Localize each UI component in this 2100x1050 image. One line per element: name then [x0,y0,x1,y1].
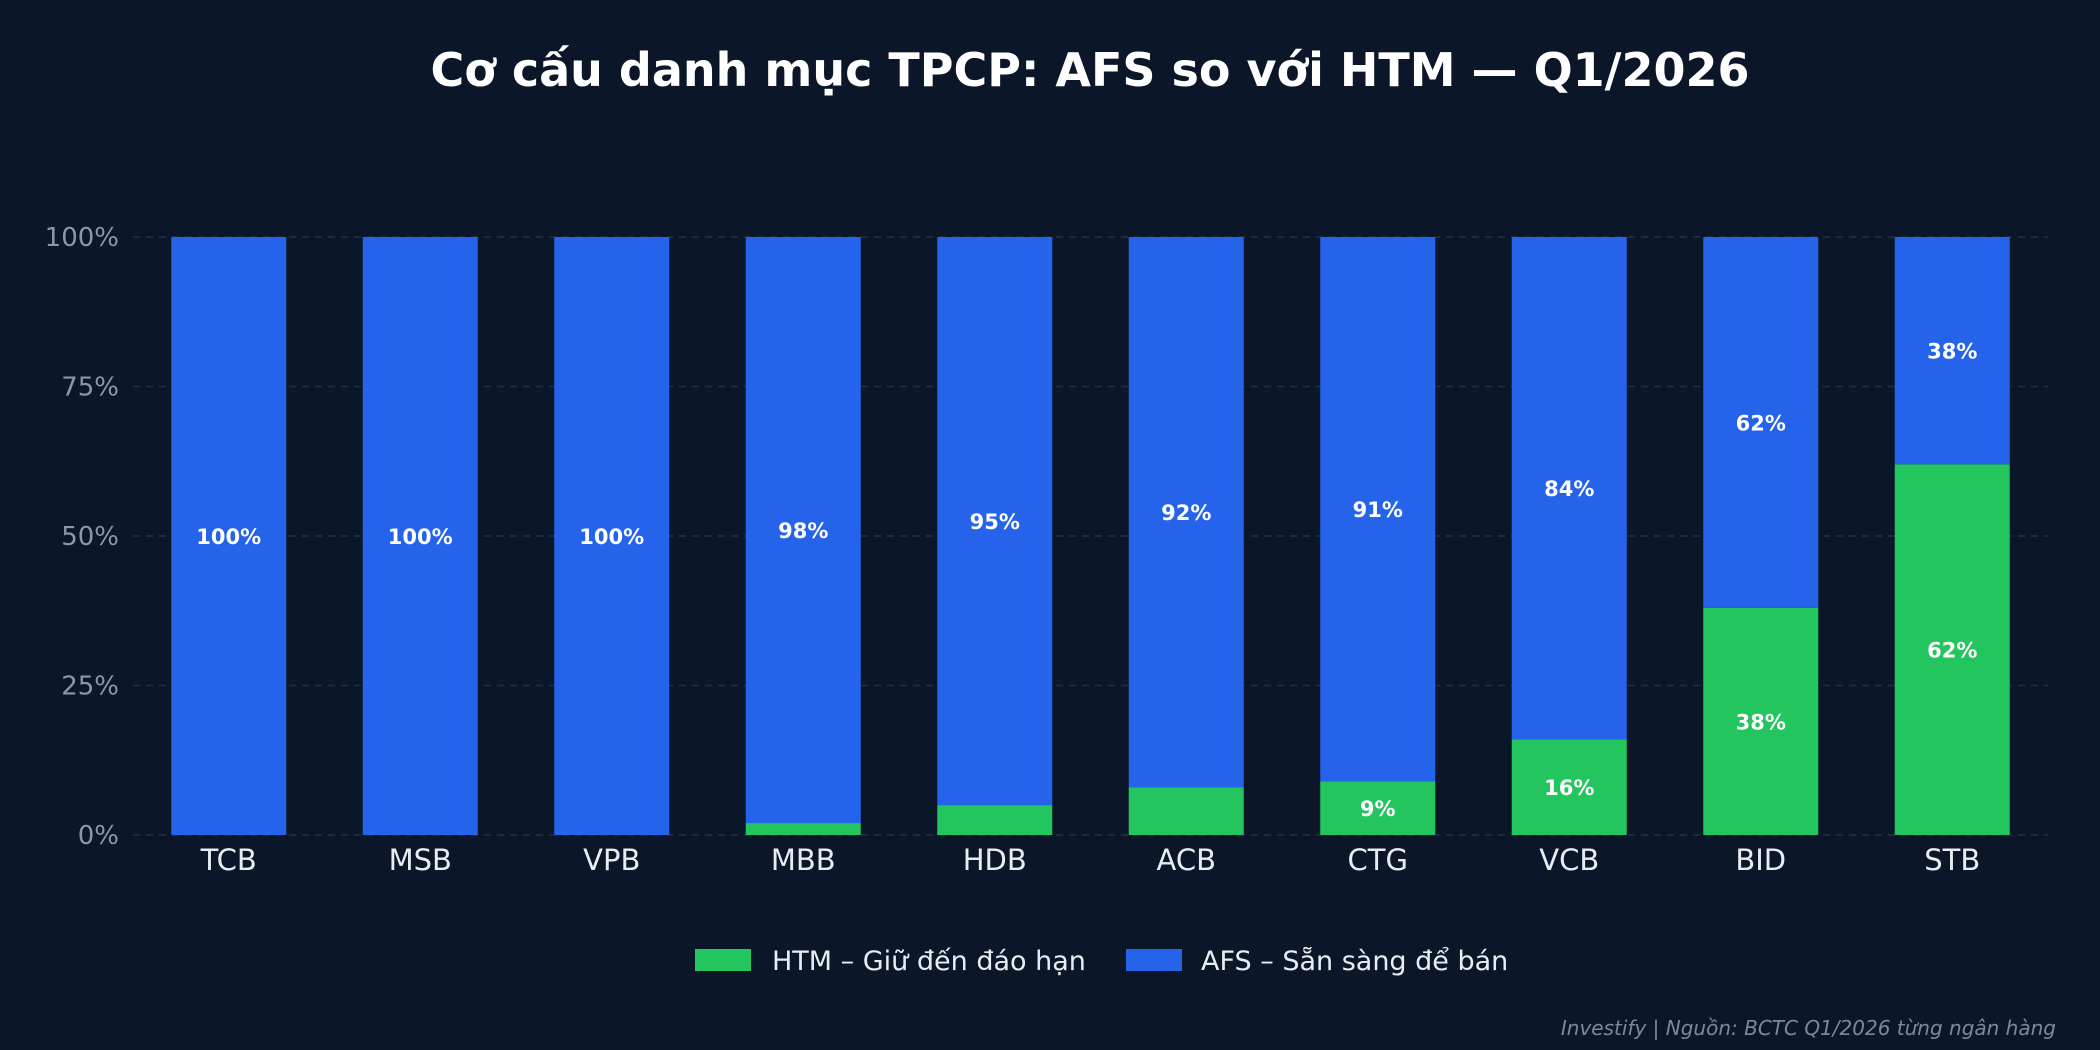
htm-bar-stb [1894,464,2010,835]
x-tick-label-stb: STB [1924,843,1980,877]
y-tick-label: 75% [61,373,119,403]
htm-bar-vcb [1511,739,1627,835]
x-tick-label-msb: MSB [389,843,452,877]
x-tick-label-mbb: MBB [771,843,836,877]
afs-bar-tcb [171,237,287,835]
htm-value-label-ctg: 9% [1360,797,1396,821]
bar-labels: 100% 100% 100% 98% 95% 92% 9% 91% 16% 84% 38% 62% 62… [196,340,1977,821]
afs-legend-label: AFS – Sẵn sàng để bán [1201,946,1508,977]
afs-value-label-mbb: 98% [778,519,828,543]
afs-value-label-ctg: 91% [1353,498,1403,522]
x-tick-label-acb: ACB [1157,843,1216,877]
htm-value-label-vcb: 16% [1544,776,1594,800]
htm-bar-ctg [1320,781,1436,835]
afs-bar-ctg [1320,237,1436,782]
afs-value-label-stb: 38% [1927,340,1977,364]
htm-legend-swatch [695,949,751,971]
chart-title: Cơ cấu danh mục TPCP: AFS so với HTM — Q… [430,43,1749,97]
x-tick-label-ctg: CTG [1348,843,1408,877]
y-tick-label: 25% [61,672,119,702]
afs-bar-vpb [554,237,670,835]
htm-legend-label: HTM – Giữ đến đáo hạn [772,946,1086,977]
afs-bar-mbb [745,237,861,824]
afs-value-label-vcb: 84% [1544,477,1594,501]
x-tick-label-vpb: VPB [583,843,640,877]
legend: HTM – Giữ đến đáo hạn AFS – Sẵn sàng để b… [695,946,1508,977]
y-tick-label: 50% [61,522,119,552]
htm-bar-mbb [745,823,861,835]
afs-value-label-hdb: 95% [970,510,1020,534]
afs-value-label-acb: 92% [1161,501,1211,525]
y-tick-label: 100% [45,223,119,253]
afs-value-label-vpb: 100% [579,525,644,549]
y-tick-label: 0% [78,821,119,851]
y-axis: 0% 25% 50% 75% 100% [45,223,119,851]
footer-source: Investify | Nguồn: BCTC Q1/2026 từng ngâ… [1561,1016,2056,1040]
afs-bar-acb [1128,237,1244,788]
htm-value-label-bid: 38% [1736,710,1786,734]
afs-value-label-msb: 100% [388,525,453,549]
afs-value-label-tcb: 100% [196,525,261,549]
htm-bar-acb [1128,787,1244,835]
x-tick-label-bid: BID [1735,843,1786,877]
htm-bar-bid [1703,607,1819,835]
htm-bar-hdb [937,805,1053,835]
bars [171,237,2010,835]
x-tick-label-hdb: HDB [963,843,1027,877]
afs-bar-vcb [1511,237,1627,740]
afs-bar-stb [1894,237,2010,465]
x-tick-label-vcb: VCB [1539,843,1599,877]
x-tick-label-tcb: TCB [200,843,257,877]
afs-bar-msb [362,237,478,835]
htm-value-label-stb: 62% [1927,639,1977,663]
afs-legend-swatch [1126,949,1182,971]
afs-bar-bid [1703,237,1819,608]
afs-bar-hdb [937,237,1053,806]
x-axis: TCB MSB VPB MBB HDB ACB CTG VCB BID STB [200,843,1981,877]
afs-value-label-bid: 62% [1736,411,1786,435]
